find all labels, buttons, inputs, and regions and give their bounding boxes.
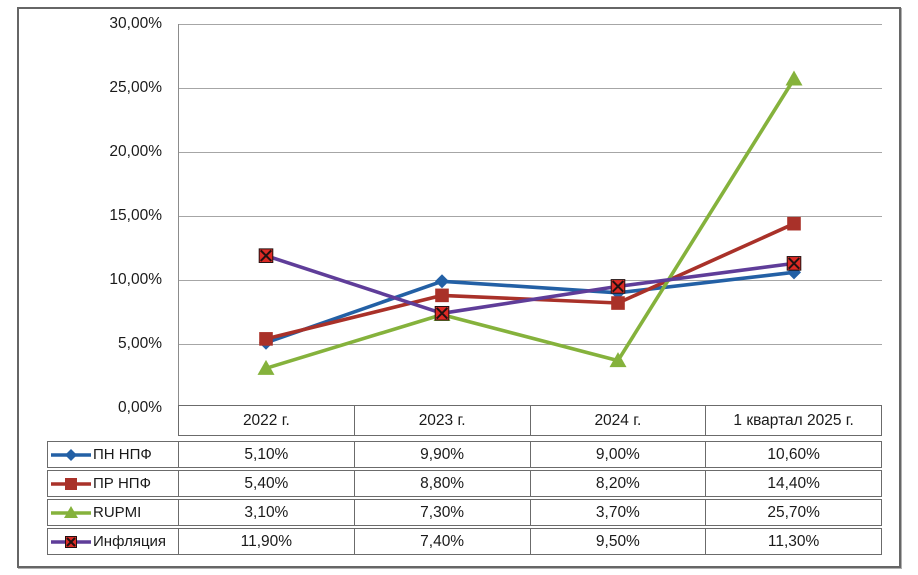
legend-marker-triangle-icon: [51, 505, 91, 518]
legend-marker-square-icon: [51, 477, 91, 490]
legend-label: Инфляция: [93, 533, 167, 550]
series-marker-3-1-x: [435, 307, 449, 320]
table-header-cell: 1 квартал 2025 г.: [705, 406, 881, 435]
y-axis-label: 0,00%: [118, 399, 162, 416]
table-value-cell: 11,30%: [705, 529, 881, 554]
legend-item: Инфляция: [48, 529, 178, 554]
series-marker-2-0: [257, 359, 275, 375]
table-value-cell: 3,10%: [178, 500, 354, 525]
series-marker-1-2: [611, 296, 625, 310]
y-axis-label: 10,00%: [109, 271, 162, 288]
series-marker-2-2: [609, 352, 627, 368]
table-value-cell: 9,90%: [353, 442, 530, 467]
y-axis-label: 25,00%: [109, 79, 162, 96]
legend-item: ПР НПФ: [48, 471, 178, 496]
series-line-3: [264, 253, 796, 316]
table-row: ПН НПФ 5,10% 9,90% 9,00% 10,60%: [47, 441, 882, 468]
table-value-cell: 14,40%: [705, 471, 881, 496]
gridlines: [178, 24, 882, 408]
plot-svg: [178, 24, 882, 408]
series-marker-3-2-x: [611, 280, 625, 293]
table-value-cell: 5,10%: [178, 442, 354, 467]
table-row: ПР НПФ 5,40% 8,80% 8,20% 14,40%: [47, 470, 882, 497]
legend-label: ПН НПФ: [93, 446, 152, 463]
table-value-cell: 8,20%: [529, 471, 706, 496]
table-value-cell: 10,60%: [705, 442, 881, 467]
y-axis-label: 5,00%: [118, 335, 162, 352]
series-marker-1-3: [787, 216, 801, 231]
legend-item: ПН НПФ: [48, 442, 178, 467]
series-marker-3-0-x: [259, 249, 273, 262]
series-line-2: [264, 77, 796, 371]
table-value-cell: 3,70%: [529, 500, 706, 525]
table-header-row: 2022 г. 2023 г. 2024 г. 1 квартал 2025 г.: [178, 405, 882, 436]
table-value-cell: 5,40%: [178, 471, 354, 496]
legend-marker-3-x: [66, 536, 76, 547]
series-marker-1-0: [259, 332, 273, 346]
table-value-cell: 8,80%: [353, 471, 530, 496]
table-header-cell: 2023 г.: [353, 406, 530, 435]
series-marker-0-1: [435, 274, 449, 289]
table-value-cell: 11,90%: [178, 529, 354, 554]
y-axis-label: 15,00%: [109, 207, 162, 224]
table-value-cell: 7,40%: [353, 529, 530, 554]
series-line-0: [264, 270, 796, 345]
legend-marker-2: [64, 505, 78, 518]
y-axis-label: 20,00%: [109, 143, 162, 160]
series-marker-2-3: [785, 70, 803, 86]
legend-marker-x-square-icon: [51, 535, 91, 548]
series-marker-1-1: [435, 288, 449, 303]
series-marker-3-3-x: [787, 257, 801, 270]
series-3: [258, 248, 802, 321]
legend-item: RUPMI: [48, 500, 178, 525]
legend-marker-1: [65, 477, 77, 490]
table-value-cell: 9,00%: [529, 442, 706, 467]
legend-marker-diamond-icon: [51, 448, 91, 461]
table-row: RUPMI 3,10% 7,30% 3,70% 25,70%: [47, 499, 882, 526]
legend-label: RUPMI: [93, 504, 142, 521]
legend-marker-0: [65, 448, 77, 461]
table-header-cell: 2024 г.: [529, 406, 706, 435]
y-axis-label: 30,00%: [109, 15, 162, 32]
table-value-cell: 25,70%: [705, 500, 881, 525]
table-value-cell: 7,30%: [353, 500, 530, 525]
table-header-cell: 2022 г.: [242, 411, 290, 429]
series-2: [257, 70, 803, 375]
table-value-cell: 9,50%: [529, 529, 706, 554]
legend-label: ПР НПФ: [93, 475, 151, 492]
table-row: Инфляция 11,90% 7,40% 9,50% 11,30%: [47, 528, 882, 555]
